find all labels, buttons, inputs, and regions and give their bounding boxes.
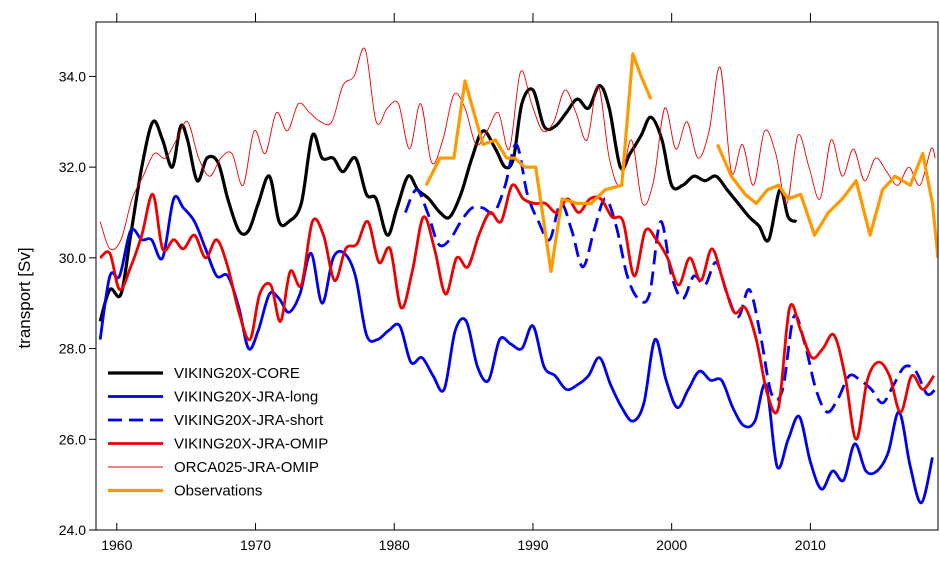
x-axis: 1960 1970 1980 1990 2000 2010 bbox=[101, 13, 826, 553]
y-tick-label: 28.0 bbox=[59, 341, 86, 357]
x-tick-label: 1970 bbox=[240, 537, 271, 553]
y-tick-label: 32.0 bbox=[59, 159, 86, 175]
series-line-observations-segment-1 bbox=[424, 52, 653, 274]
y-tick-label: 34.0 bbox=[59, 68, 86, 84]
series-line-viking20x-jra-omip bbox=[99, 183, 935, 441]
x-tick-label: 2000 bbox=[656, 537, 687, 553]
x-tick-label: 1980 bbox=[379, 537, 410, 553]
legend-label-orca025-jra-omip: ORCA025-JRA-OMIP bbox=[174, 459, 319, 476]
y-tick-label: 24.0 bbox=[59, 522, 86, 538]
y-tick-label: 30.0 bbox=[59, 250, 86, 266]
x-tick-label: 1960 bbox=[101, 537, 132, 553]
y-axis-label: transport [Sv] bbox=[15, 247, 34, 348]
y-axis: 24.0 26.0 28.0 30.0 32.0 34.0 bbox=[59, 68, 96, 538]
plot-frame bbox=[95, 21, 939, 531]
legend-label-viking20x-jra-omip: VIKING20X-JRA-OMIP bbox=[174, 436, 328, 453]
legend-label-viking20x-jra-long: VIKING20X-JRA-long bbox=[174, 389, 318, 406]
series-line-viking20x-jra-short bbox=[404, 143, 937, 414]
series-line-orca025-jra-omip bbox=[99, 47, 936, 251]
x-tick-label: 1990 bbox=[517, 537, 548, 553]
series-line-viking20x-core bbox=[98, 83, 798, 322]
legend-label-observations: Observations bbox=[174, 483, 262, 500]
series-layer bbox=[98, 47, 938, 505]
x-tick-label: 2010 bbox=[795, 537, 826, 553]
legend-label-viking20x-core: VIKING20X-CORE bbox=[174, 365, 300, 382]
legend: VIKING20X-CORE VIKING20X-JRA-long VIKING20… bbox=[108, 365, 328, 500]
series-line-observations-segment-2 bbox=[715, 143, 938, 259]
y-tick-label: 26.0 bbox=[59, 431, 86, 447]
legend-label-viking20x-jra-short: VIKING20X-JRA-short bbox=[174, 412, 324, 429]
